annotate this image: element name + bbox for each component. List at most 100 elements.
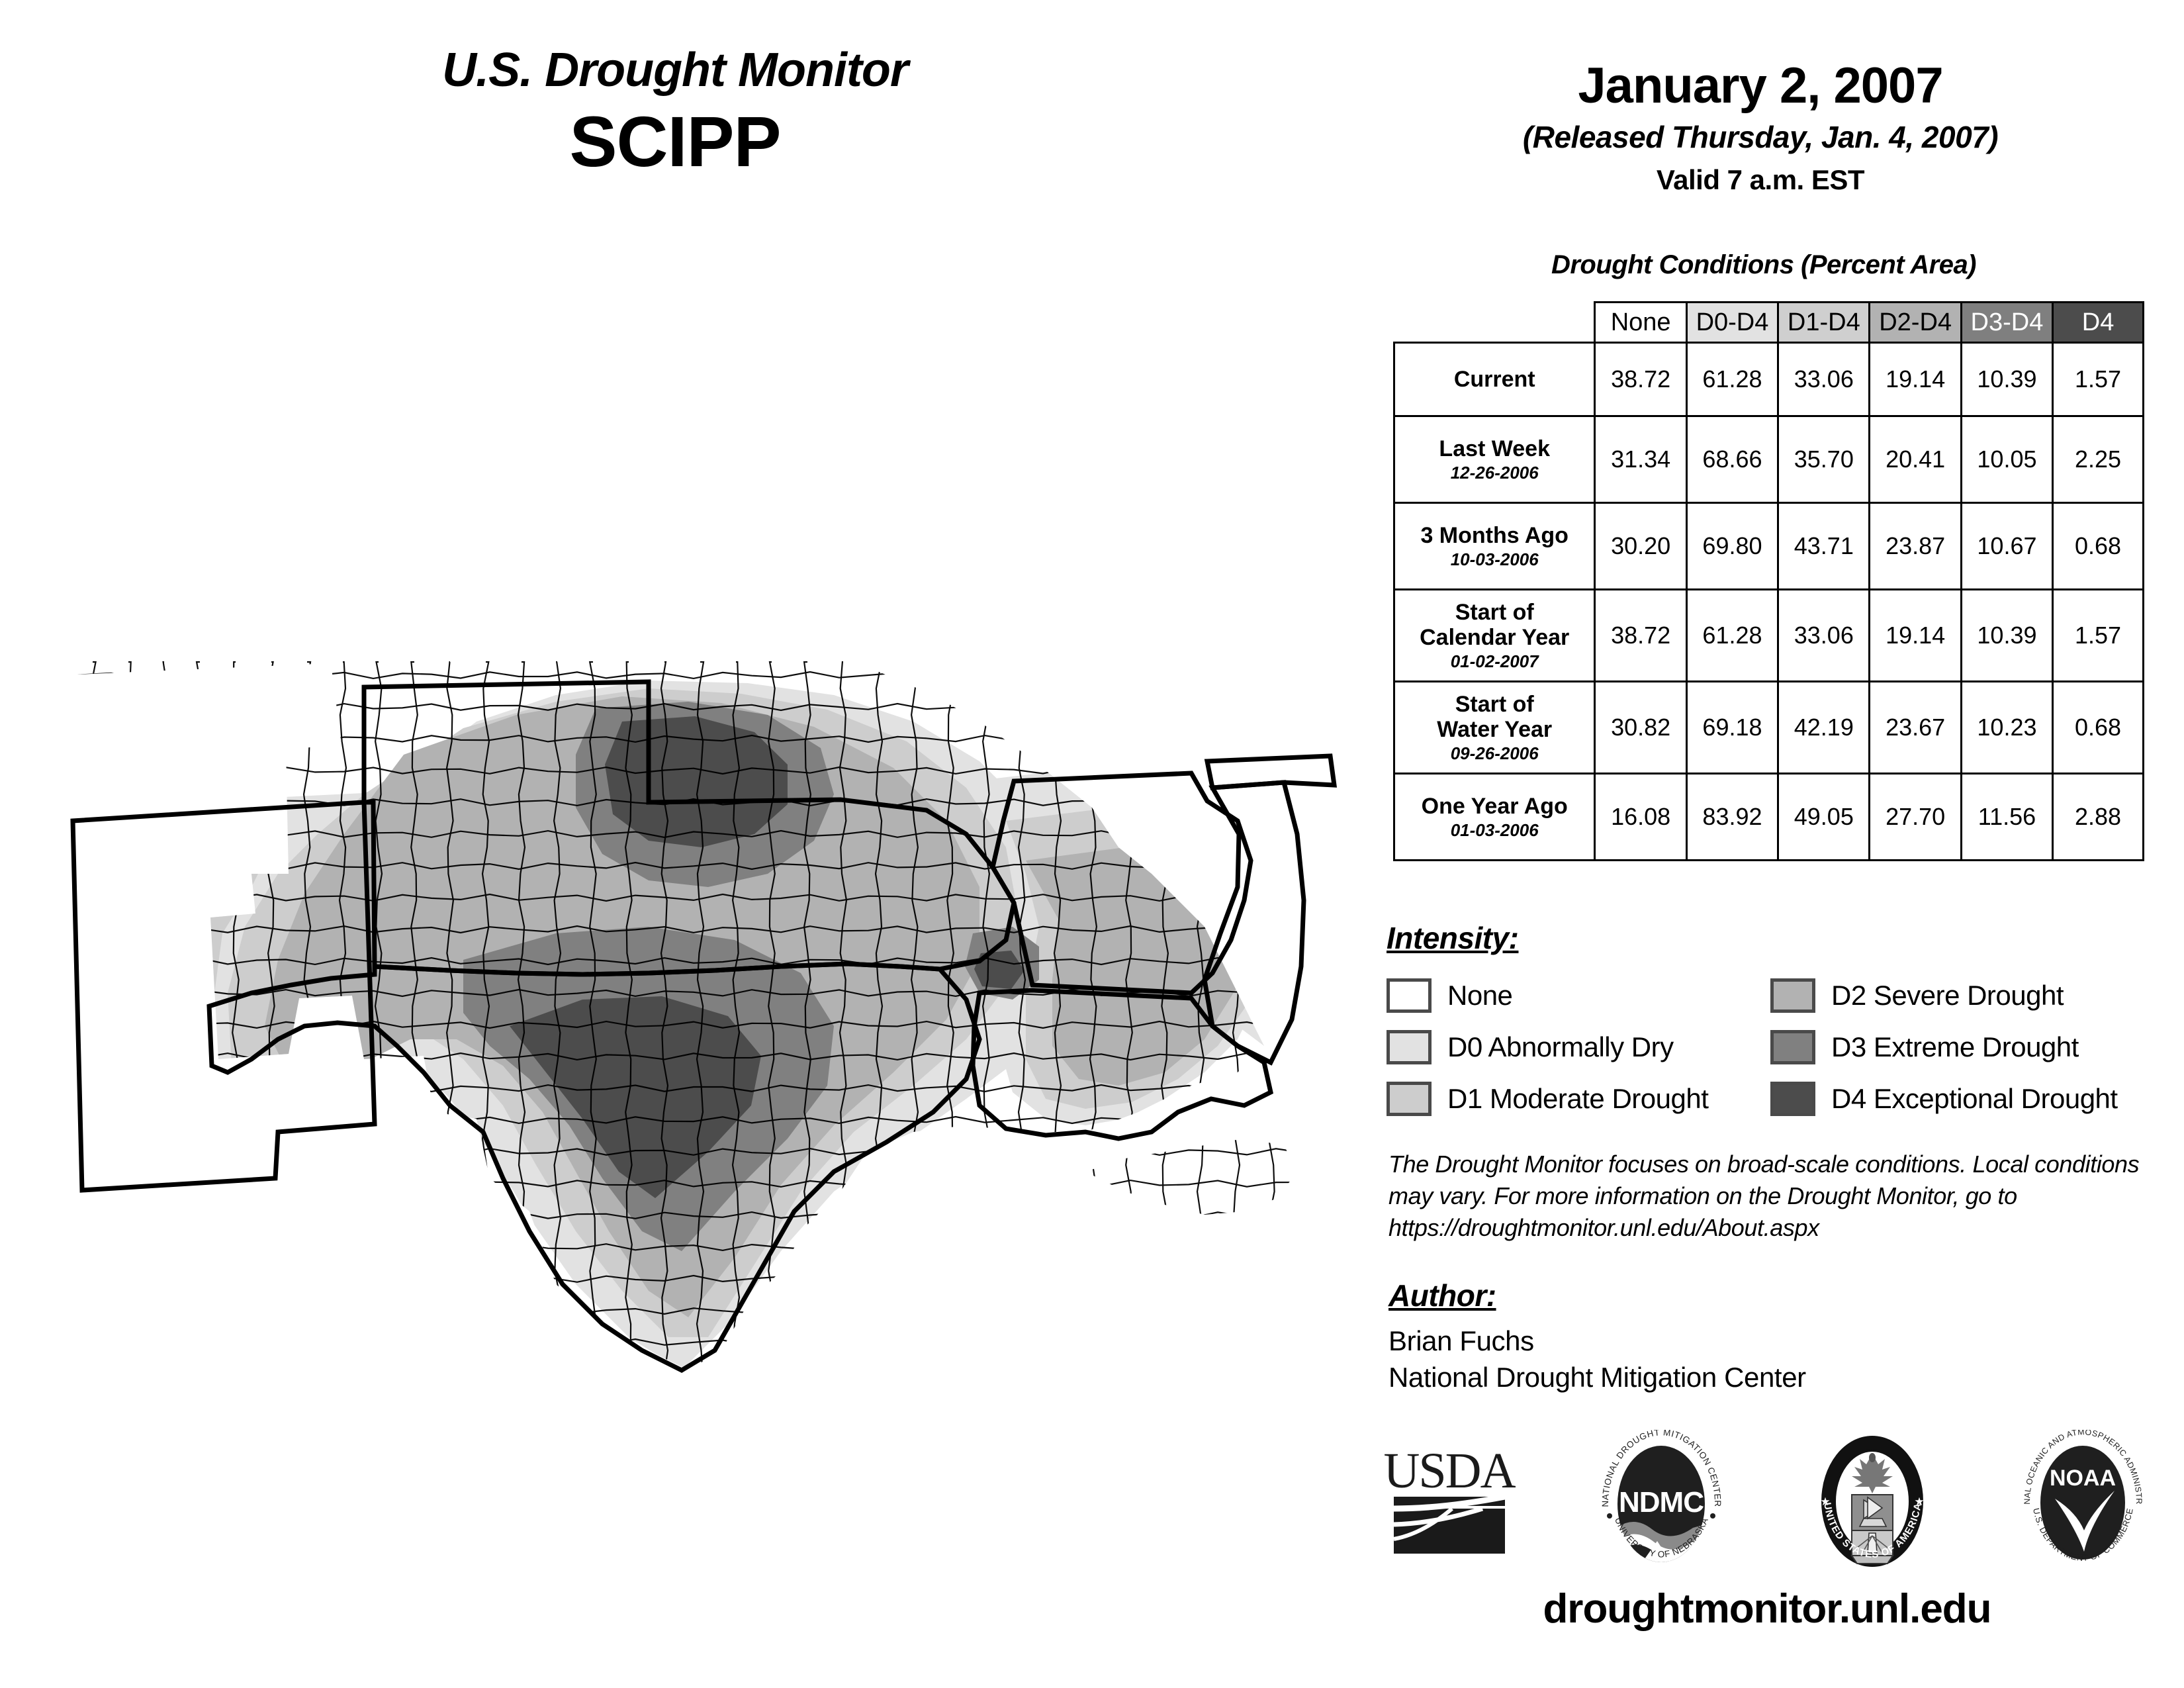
table-cell: 27.70	[1868, 773, 1962, 861]
map-drought-shading	[73, 680, 1297, 1370]
table-cell: 10.39	[1960, 588, 2054, 682]
legend-swatch	[1387, 978, 1432, 1013]
table-cell: 33.06	[1777, 588, 1871, 682]
table-cell: 10.23	[1960, 680, 2054, 774]
table-cell: 23.67	[1868, 680, 1962, 774]
table-header-row: None D0-D4 D1-D4 D2-D4 D3-D4 D4	[1394, 301, 2144, 344]
legend-item: D3 Extreme Drought	[1770, 1021, 2154, 1073]
row-header-date: 01-02-2007	[1450, 651, 1539, 672]
col-header-d3d4: D3-D4	[1960, 301, 2054, 344]
county-line	[61, 1052, 1297, 1061]
table-cell: 2.25	[2052, 415, 2144, 504]
row-header: Start of Calendar Year 01-02-2007	[1392, 588, 1596, 682]
row-header-date: 01-03-2006	[1450, 820, 1539, 840]
legend-swatch	[1770, 978, 1815, 1013]
table-header: None D0-D4 D1-D4 D2-D4 D3-D4 D4	[1394, 301, 2144, 344]
row-header-date: 10-03-2006	[1450, 549, 1539, 569]
table-row: Current 38.72 61.28 33.06 19.14 10.39 1.57	[1392, 342, 2144, 417]
logo-row: USDA NDMC NATIONAL DROUGHT	[1383, 1423, 2151, 1579]
release-date: (Released Thursday, Jan. 4, 2007)	[1522, 119, 1999, 154]
table-cell: 42.19	[1777, 680, 1871, 774]
legend-item: D2 Severe Drought	[1770, 970, 2154, 1021]
map-state-outlines	[70, 679, 1338, 1373]
author-affiliation: National Drought Mitigation Center	[1388, 1362, 1806, 1393]
author-info: Brian Fuchs National Drought Mitigation …	[1388, 1323, 2156, 1396]
row-header-line: Calendar Year	[1420, 624, 1570, 650]
col-header-d0d4: D0-D4	[1685, 301, 1780, 344]
table-row: Start of Water Year 09-26-2006 30.82 69.18 42…	[1392, 680, 2144, 774]
table-cell: 38.72	[1594, 588, 1688, 682]
county-line	[53, 1371, 1334, 1378]
table-cell: 49.05	[1777, 773, 1871, 861]
row-header-date: 12-26-2006	[1450, 462, 1539, 483]
row-header-line: Start of	[1455, 599, 1534, 625]
legend-swatch	[1387, 1030, 1432, 1064]
legend-item: D1 Moderate Drought	[1387, 1073, 1770, 1125]
svg-text:USDA: USDA	[1384, 1443, 1516, 1499]
row-header: Last Week 12-26-2006	[1392, 415, 1596, 504]
row-header-line: Start of	[1455, 691, 1534, 717]
table-cell: 10.67	[1960, 502, 2054, 590]
svg-text:★: ★	[1820, 1495, 1830, 1508]
legend-label: None	[1447, 980, 1513, 1011]
table-cell: 0.68	[2052, 502, 2144, 590]
row-header-date: 09-26-2006	[1450, 743, 1539, 764]
county-line	[61, 925, 1297, 934]
county-line	[61, 671, 1297, 680]
legend-swatch	[1770, 1082, 1815, 1116]
table-row: One Year Ago 01-03-2006 16.08 83.92 49.05 27.…	[1392, 773, 2144, 861]
table-cell: 31.34	[1594, 415, 1688, 504]
county-line	[61, 957, 1297, 966]
svg-text:NOAA: NOAA	[2050, 1466, 2116, 1491]
table-cell: 61.28	[1685, 588, 1780, 682]
table-cell: 19.14	[1868, 588, 1962, 682]
row-header: Start of Water Year 09-26-2006	[1392, 680, 1596, 774]
table-cell: 38.72	[1594, 342, 1688, 417]
table-cell: 43.71	[1777, 502, 1871, 590]
county-line	[61, 1020, 1297, 1029]
scipp-drought-map	[53, 410, 1350, 1403]
svg-text:NDMC: NDMC	[1619, 1486, 1704, 1519]
col-header-d2d4: D2-D4	[1868, 301, 1962, 344]
table-cell: 69.18	[1685, 680, 1780, 774]
page-title: U.S. Drought Monitor	[442, 44, 909, 97]
table-cell: 2.88	[2052, 773, 2144, 861]
valid-time: Valid 7 a.m. EST	[1656, 164, 1865, 196]
legend-item: D4 Exceptional Drought	[1770, 1073, 2154, 1125]
legend-label: D1 Moderate Drought	[1447, 1083, 1709, 1114]
col-header-d4: D4	[2052, 301, 2144, 344]
legend-swatch	[1770, 1030, 1815, 1064]
noaa-logo: NOAA NATIONAL OCEANIC AND ATMOSPHERIC AD…	[2012, 1423, 2151, 1575]
doc-seal: DEPARTMENT OF COMMERCE UNITED STATES OF …	[1808, 1427, 1937, 1575]
legend-label: D3 Extreme Drought	[1831, 1031, 2079, 1062]
drought-conditions-table: None D0-D4 D1-D4 D2-D4 D3-D4 D4 Current 3…	[1392, 301, 2144, 861]
table-cell: 68.66	[1685, 415, 1780, 504]
row-header: One Year Ago 01-03-2006	[1392, 773, 1596, 861]
header-block: January 2, 2007 (Released Thursday, Jan.…	[1377, 59, 2144, 198]
table-row: Start of Calendar Year 01-02-2007 38.72 61.2…	[1392, 588, 2144, 682]
table-cell: 30.82	[1594, 680, 1688, 774]
row-header-line: Water Year	[1437, 716, 1553, 742]
row-header: 3 Months Ago 10-03-2006	[1392, 502, 1596, 590]
table-cell: 20.41	[1868, 415, 1962, 504]
table-cell: 16.08	[1594, 773, 1688, 861]
table-corner-cell	[1394, 303, 1595, 343]
col-header-none: None	[1594, 301, 1688, 344]
county-line	[588, 661, 598, 1370]
region-title: SCIPP	[569, 101, 781, 181]
table-row: Last Week 12-26-2006 31.34 68.66 35.70 20.41 1…	[1392, 415, 2144, 504]
legend-label: D2 Severe Drought	[1831, 980, 2064, 1011]
table-cell: 23.87	[1868, 502, 1962, 590]
col-header-d1d4: D1-D4	[1777, 301, 1871, 344]
table-cell: 35.70	[1777, 415, 1871, 504]
table-cell: 10.39	[1960, 342, 2054, 417]
row-header-line: 3 Months Ago	[1420, 522, 1569, 548]
table-caption: Drought Conditions (Percent Area)	[1551, 250, 1977, 279]
county-line	[1340, 662, 1347, 1403]
table-cell: 69.80	[1685, 502, 1780, 590]
intensity-heading: Intensity:	[1387, 921, 1519, 955]
table-body: Current 38.72 61.28 33.06 19.14 10.39 1.57 Last…	[1392, 342, 2144, 861]
county-line	[624, 661, 633, 1370]
table-cell: 19.14	[1868, 342, 1962, 417]
usda-logo: USDA	[1383, 1440, 1518, 1566]
